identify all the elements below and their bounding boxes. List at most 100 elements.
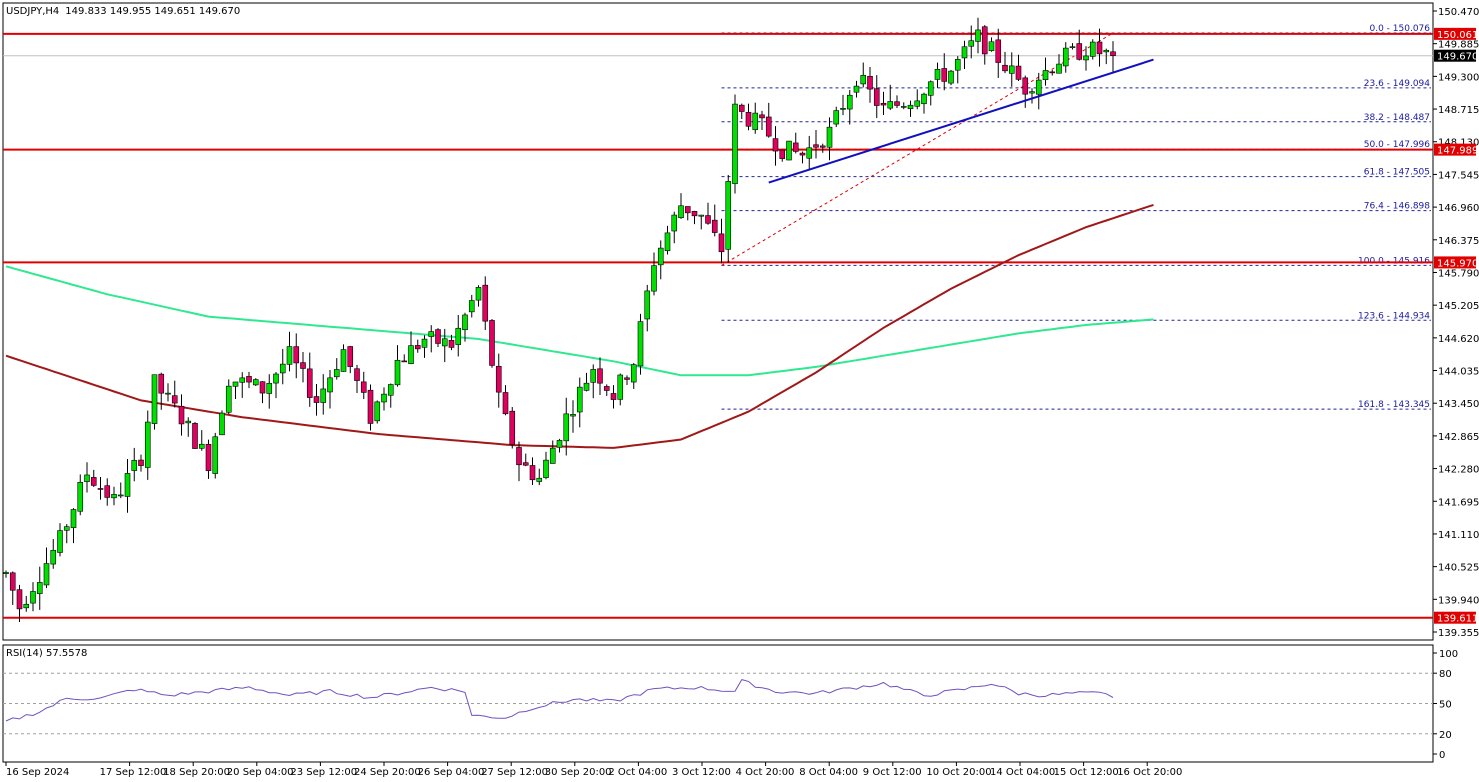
time-tick-label: 27 Sep 12:00 [481,767,548,778]
price-tick-label: 146.375 [1438,236,1479,247]
candle-body [644,290,651,320]
candle-body [826,126,833,148]
candle-body [50,549,57,565]
price-tick-label: 145.205 [1438,301,1479,312]
candle-body [961,46,968,59]
candle-body [340,349,347,372]
candle-body [1042,70,1049,81]
time-tick-label: 26 Sep 04:00 [418,767,485,778]
time-tick-label: 9 Oct 12:00 [863,767,922,778]
candle-body [556,440,563,448]
price-tick-label: 144.620 [1438,334,1479,345]
moving-average-green [5,265,1154,377]
fib-level-label: 50.0 - 147.996 [1364,140,1430,150]
candle-body [84,474,90,482]
rsi-label: RSI(14) 57.5578 [6,648,87,659]
candle-body [367,389,374,424]
candle-body [543,459,549,478]
candle-body [1002,64,1008,72]
candle-body [259,381,266,394]
candle-body [23,603,30,609]
candle-body [657,247,664,266]
level-price-tag-bg [1434,143,1476,156]
candle-body [698,214,705,217]
candle-body [914,100,921,107]
candle-body [725,181,732,250]
candle-body [124,473,131,497]
rsi-indicator [5,679,1114,722]
candle-body [421,338,428,348]
candle-body [252,379,259,386]
candle-body [239,377,246,383]
candle-body [516,447,522,466]
candle-body [806,147,813,159]
candle-body [111,494,117,499]
candle-body [610,393,617,400]
candle-body [286,346,293,365]
candle-body [1062,47,1069,67]
time-tick-label: 18 Sep 20:00 [163,767,230,778]
candle-body [536,477,543,482]
candle-body [387,384,394,396]
candle-body [462,314,468,331]
candle-body [921,93,927,105]
candle-body [651,265,657,292]
candle-body [691,211,698,217]
candle-body [840,107,846,110]
axes: 150.470 149.885 149.300 148.715 148.130 147.5… [5,7,1479,778]
rsi-levels [3,672,1433,735]
candle-body [1096,41,1103,55]
candle-body [927,81,934,96]
time-tick-label: 2 Oct 04:00 [608,767,667,778]
candle-body [306,368,313,398]
candle-body [279,363,286,374]
current-price-tag-bg [1434,49,1476,62]
rsi-tick-label: 80 [1439,669,1452,680]
candle-body [887,101,894,109]
candle-body [752,112,759,130]
candle-body [819,145,826,148]
candle-body [212,436,219,474]
candle-body [1083,55,1089,61]
candle-body [1089,41,1096,57]
candle-body [165,392,171,395]
candle-body [603,386,610,391]
price-tick-label: 141.695 [1438,497,1479,508]
candle-body [192,423,198,449]
candle-body [16,589,23,610]
candle-body [968,40,975,47]
candle-body [570,414,576,417]
frames [2,2,1434,763]
candle-body [799,152,806,156]
candle-body [860,74,867,85]
time-tick-label: 16 Oct 20:00 [1117,767,1182,778]
fib-level-label: 38.2 - 148.487 [1364,113,1430,123]
price-tick-label: 143.450 [1438,399,1479,410]
candle-body [759,114,765,119]
level-price-tag: 147.989 [1437,146,1478,157]
candle-body [1056,63,1062,74]
candle-body [597,368,603,384]
candle-body [232,381,239,387]
candle-body [144,421,151,468]
time-tick-label: 14 Oct 04:00 [990,767,1055,778]
candle-body [846,94,853,110]
candle-body [975,29,981,42]
candle-body [867,76,873,90]
candle-body [273,373,279,384]
candle-body [293,346,300,364]
time-tick-label: 4 Oct 20:00 [736,767,795,778]
candle-body [907,104,914,110]
candle-body [185,420,192,424]
candle-body [1049,71,1056,74]
candle-body [441,338,448,347]
candle-body [792,142,799,152]
candle-body [1076,43,1083,60]
candle-body [583,382,590,391]
trendlines [768,58,1154,184]
candle-body [401,360,408,363]
candle-body [266,382,273,394]
level-price-tag: 150.061 [1437,30,1478,41]
